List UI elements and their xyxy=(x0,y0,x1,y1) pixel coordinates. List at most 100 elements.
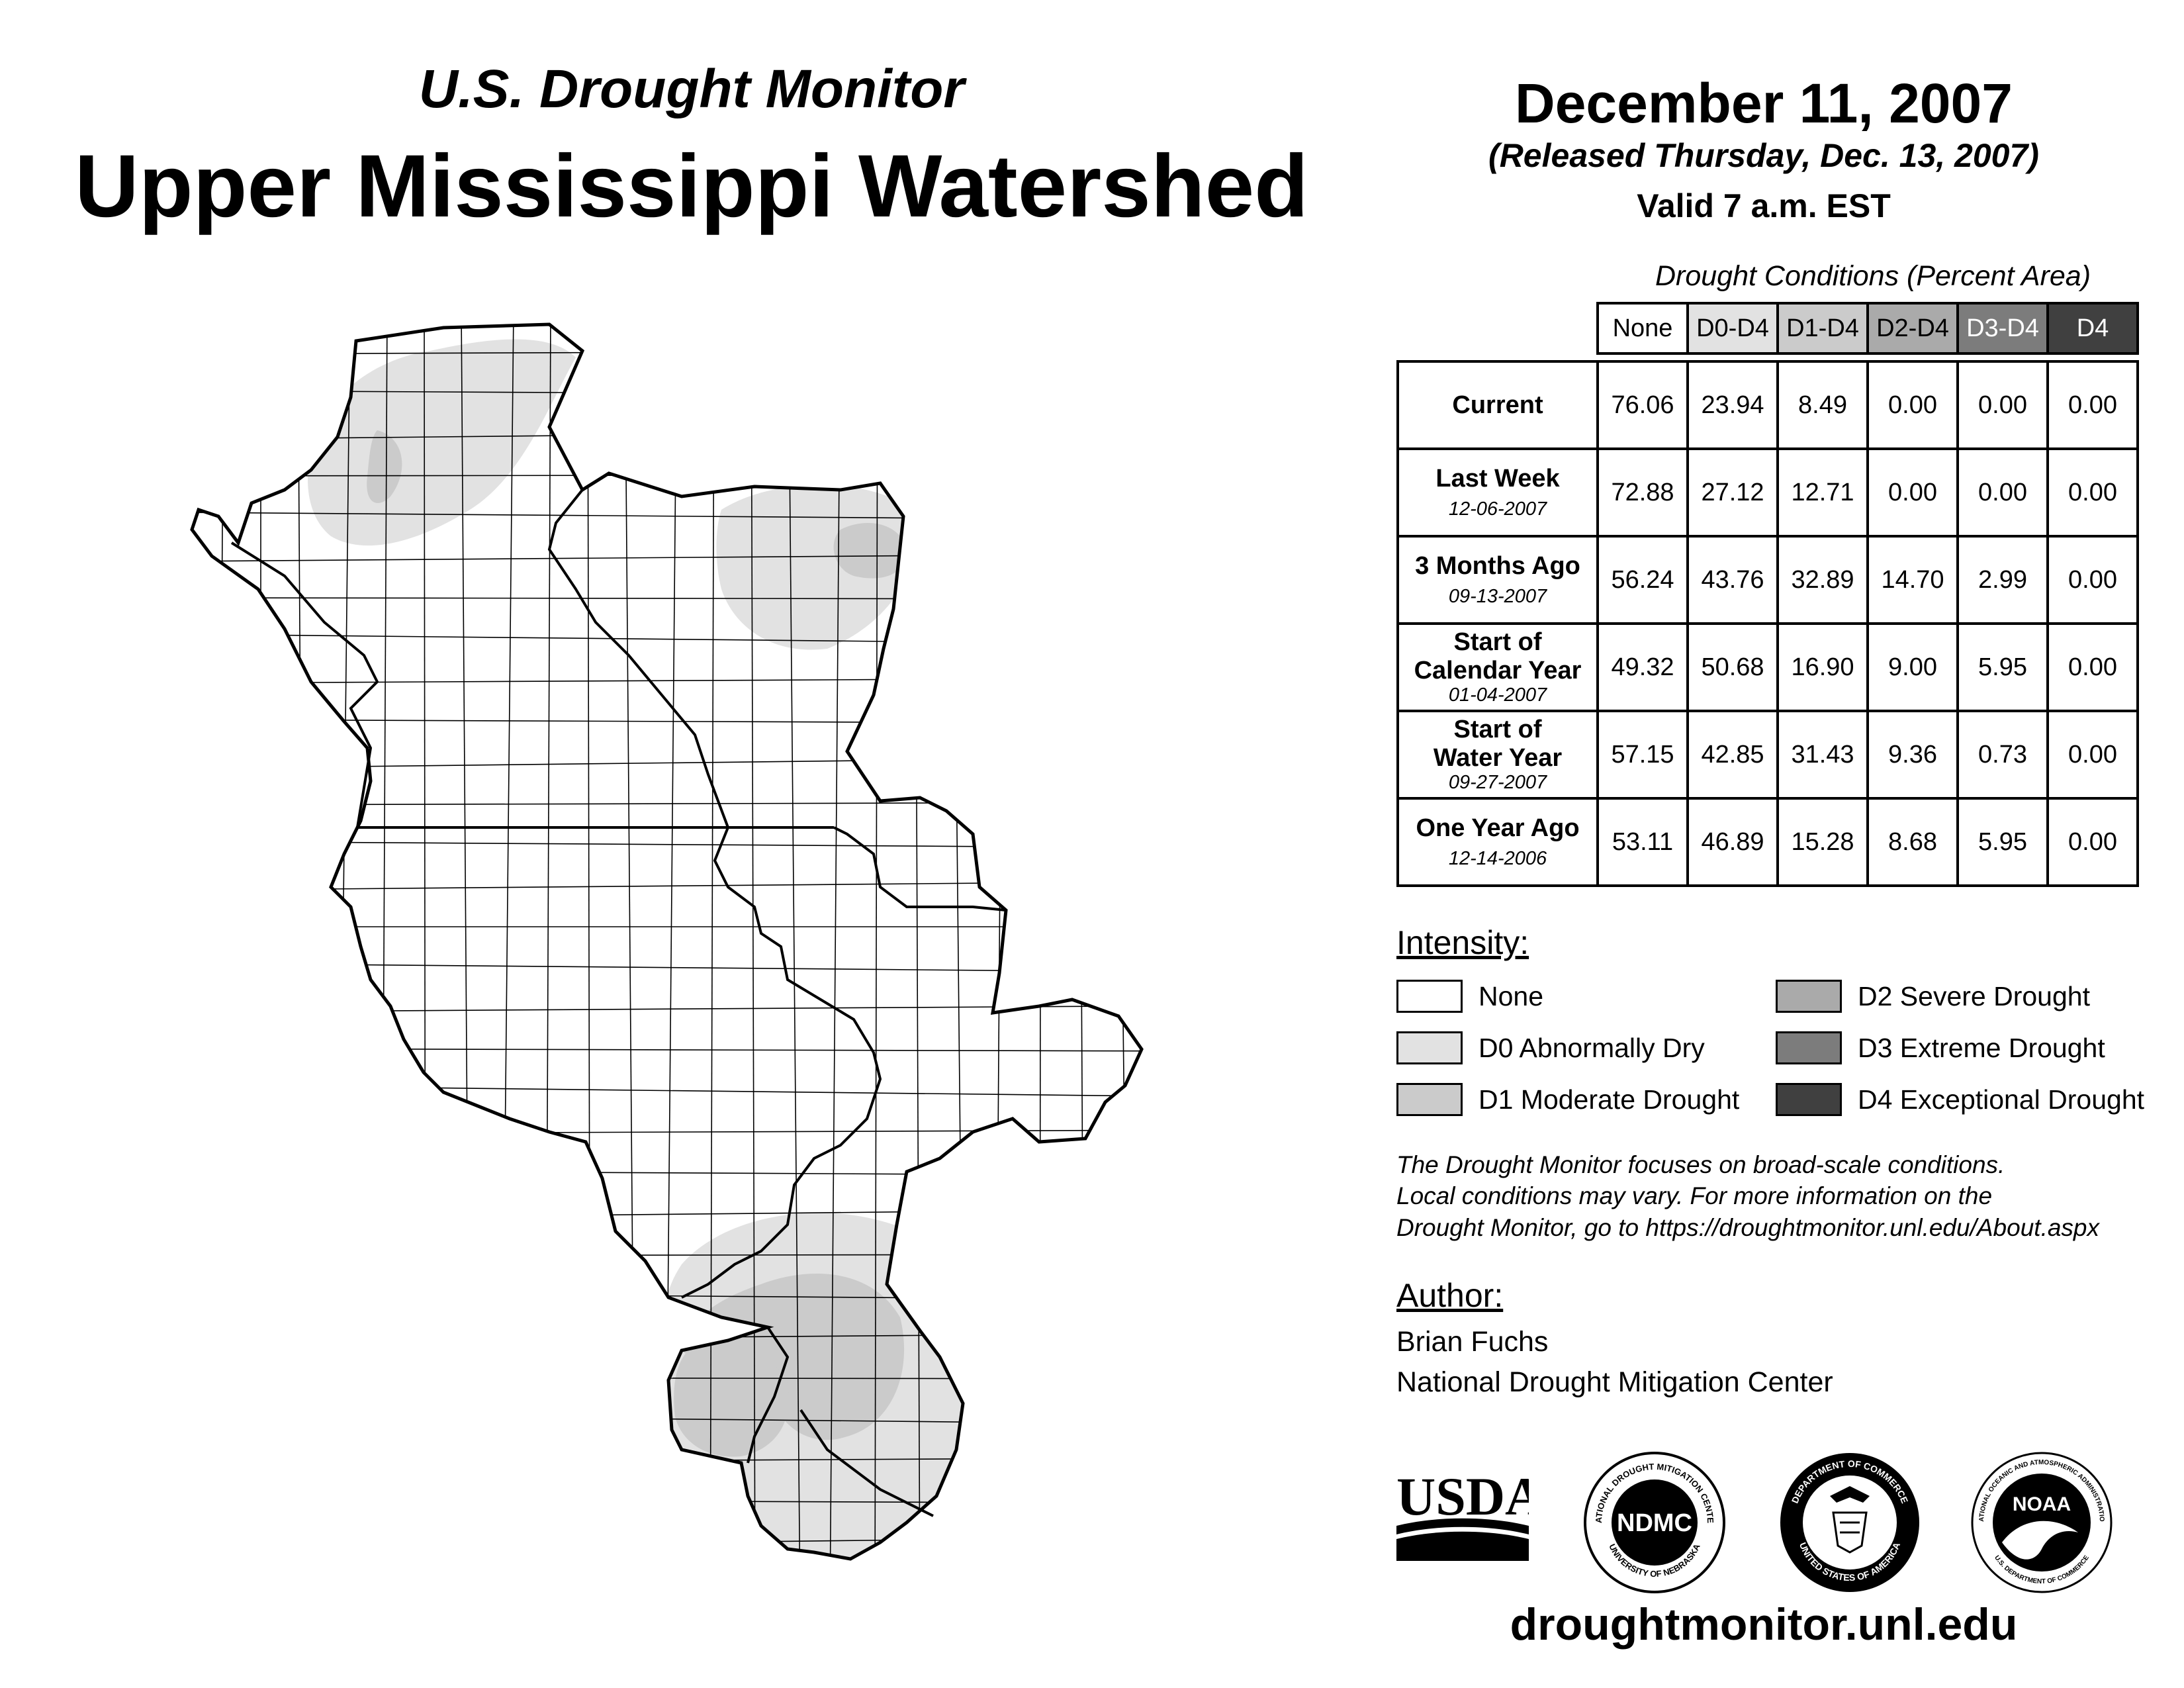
row-date: 12-06-2007 xyxy=(1448,498,1547,520)
legend-swatch xyxy=(1776,980,1842,1013)
county-line xyxy=(297,324,306,1559)
note-line: Local conditions may vary. For more info… xyxy=(1396,1182,1993,1210)
col-header-d2-d4: D2-D4 xyxy=(1866,302,1959,355)
county-line xyxy=(829,324,841,1559)
d1-area-south xyxy=(682,1274,905,1440)
county-line xyxy=(192,428,1142,440)
county-line xyxy=(751,324,756,1559)
legend-title: Intensity: xyxy=(1396,924,1529,961)
table-cell: 42.85 xyxy=(1686,710,1779,800)
row-date: 09-27-2007 xyxy=(1448,772,1547,794)
table-cell: 49.32 xyxy=(1596,622,1689,712)
legend-item-d3: D3 Extreme Drought xyxy=(1776,1031,2105,1064)
county-line xyxy=(179,1582,1211,1585)
note-line: Drought Monitor, go to https://droughtmo… xyxy=(1396,1213,2099,1241)
table-cell: 23.94 xyxy=(1686,360,1779,450)
table-cell: 12.71 xyxy=(1776,447,1869,538)
d1-area-north xyxy=(367,430,402,503)
svg-text:USDA: USDA xyxy=(1396,1466,1529,1526)
legend-item-d1: D1 Moderate Drought xyxy=(1396,1083,1739,1116)
col-header-d3-d4: D3-D4 xyxy=(1956,302,2049,355)
author-name: Brian Fuchs xyxy=(1396,1326,1549,1358)
table-caption: Drought Conditions (Percent Area) xyxy=(1655,260,2091,292)
usda-logo: USDA xyxy=(1396,1466,1529,1561)
table-cell: 50.68 xyxy=(1686,622,1779,712)
drought-conditions-table: None D0-D4 D1-D4 D2-D4 D3-D4 D4 Current … xyxy=(1396,302,2139,887)
county-line xyxy=(709,324,715,1559)
county-line xyxy=(215,324,224,1559)
table-row: Start of Calendar Year 01-04-2007 49.32 50… xyxy=(1396,622,2139,712)
row-date: 09-13-2007 xyxy=(1448,586,1547,608)
table-cell: 0.73 xyxy=(1956,710,2049,800)
table-cell: 32.89 xyxy=(1776,535,1869,625)
county-line xyxy=(192,1208,1142,1220)
county-line xyxy=(192,719,1142,724)
row-date: 01-04-2007 xyxy=(1448,684,1547,706)
author-title: Author: xyxy=(1396,1277,1504,1314)
table-cell: 0.00 xyxy=(1866,360,1959,450)
county-line xyxy=(192,1536,1142,1549)
author-org: National Drought Mitigation Center xyxy=(1396,1366,1833,1398)
county-line xyxy=(192,1457,1142,1464)
county-line xyxy=(192,802,1142,806)
table-header-row: None D0-D4 D1-D4 D2-D4 D3-D4 D4 xyxy=(1398,302,2139,355)
table-cell: 8.49 xyxy=(1776,360,1869,450)
county-line xyxy=(192,677,1142,684)
table-cell: 8.68 xyxy=(1866,797,1959,887)
table-cell: 31.43 xyxy=(1776,710,1869,800)
table-cell: 0.00 xyxy=(2046,797,2139,887)
col-header-d4: D4 xyxy=(2046,302,2139,355)
table-cell: 5.95 xyxy=(1956,797,2049,887)
d1-area-northeast xyxy=(833,523,907,579)
county-line xyxy=(192,1499,1142,1504)
legend-label: D0 Abnormally Dry xyxy=(1479,1032,1705,1063)
county-line xyxy=(192,1048,1142,1052)
legend-item-none: None xyxy=(1396,980,1543,1013)
row-date: 12-14-2006 xyxy=(1448,848,1547,870)
ndmc-logo: NATIONAL DROUGHT MITIGATION CENTER UNIVE… xyxy=(1582,1450,1725,1593)
table-cell: 0.00 xyxy=(2046,360,2139,450)
county-line xyxy=(624,324,636,1559)
table-cell: 46.89 xyxy=(1686,797,1779,887)
county-line xyxy=(874,324,878,1559)
legend-label: D4 Exceptional Drought xyxy=(1858,1084,2145,1115)
county-line xyxy=(192,841,1142,849)
note-line: The Drought Monitor focuses on broad-sca… xyxy=(1396,1151,2005,1178)
county-line xyxy=(788,324,801,1559)
county-line xyxy=(1077,324,1085,1559)
county-line xyxy=(1160,311,1167,1609)
county-line xyxy=(192,1005,1142,1013)
table-cell: 43.76 xyxy=(1686,535,1779,625)
county-line xyxy=(587,324,591,1559)
county-line xyxy=(192,1129,1142,1135)
table-cell: 56.24 xyxy=(1596,535,1689,625)
website-url[interactable]: droughtmonitor.unl.edu xyxy=(1510,1599,2018,1650)
table-cell: 27.12 xyxy=(1686,447,1779,538)
map-subtitle: U.S. Drought Monitor xyxy=(418,59,965,119)
legend-label: D2 Severe Drought xyxy=(1858,980,2090,1011)
table-cell: 53.11 xyxy=(1596,797,1689,887)
county-line xyxy=(192,553,1142,562)
table-cell: 0.00 xyxy=(2046,447,2139,538)
table-cell: 0.00 xyxy=(1866,447,1959,538)
county-line xyxy=(545,324,551,1559)
county-line xyxy=(192,597,1142,600)
table-row: One Year Ago 12-14-2006 53.11 46.89 15.28… xyxy=(1396,797,2139,887)
county-line xyxy=(192,756,1142,769)
legend-swatch xyxy=(1396,980,1463,1013)
table-cell: 72.88 xyxy=(1596,447,1689,538)
legend-item-d4: D4 Exceptional Drought xyxy=(1776,1083,2144,1116)
valid-time: Valid 7 a.m. EST xyxy=(1637,187,1891,224)
table-cell: 57.15 xyxy=(1596,710,1689,800)
department-of-commerce-seal: DEPARTMENT OF COMMERCE UNITED STATES OF … xyxy=(1780,1453,1919,1592)
legend-label: None xyxy=(1479,980,1544,1011)
county-line xyxy=(179,311,186,1609)
row-label: Start of Water Year 09-27-2007 xyxy=(1396,710,1599,800)
table-row: Start of Water Year 09-27-2007 57.15 42.85… xyxy=(1396,710,2139,800)
legend-item-d0: D0 Abnormally Dry xyxy=(1396,1031,1705,1064)
watershed-map xyxy=(179,311,1211,1609)
drought-areas xyxy=(179,311,1211,1609)
table-cell: 0.00 xyxy=(1956,360,2049,450)
table-row: Current 76.06 23.94 8.49 0.00 0.00 0.00 xyxy=(1396,360,2139,450)
county-line xyxy=(192,962,1142,973)
